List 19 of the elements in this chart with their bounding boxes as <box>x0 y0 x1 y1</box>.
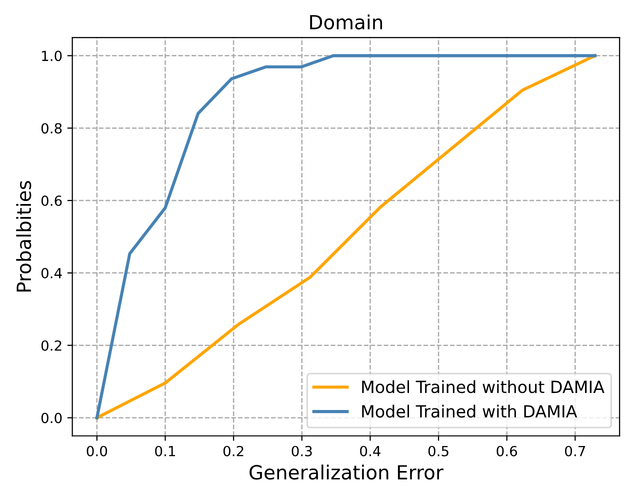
x-axis-title: Generalization Error <box>250 464 444 480</box>
x-tick-label: 0.4 <box>360 446 380 456</box>
x-tick-label: 0.5 <box>428 446 448 456</box>
x-tick-label: 0.0 <box>86 446 108 456</box>
x-tick-label: 0.6 <box>496 446 518 456</box>
y-tick-label: 0.2 <box>41 340 62 351</box>
y-tick-label: 0.6 <box>41 195 62 206</box>
legend-label: Model Trained with DAMIA <box>362 404 578 418</box>
y-tick-label: 0.0 <box>41 412 62 424</box>
y-tick-label: 1.0 <box>42 50 62 62</box>
y-tick-label: 0.8 <box>41 123 62 134</box>
y-axis-title: Probalbities <box>16 180 32 292</box>
x-tick-label: 0.1 <box>155 446 176 456</box>
y-tick-label: 0.4 <box>41 268 62 278</box>
x-tick-label: 0.7 <box>565 446 586 456</box>
chart-title: Domain <box>310 14 382 30</box>
legend-label: Model Trained without DAMIA <box>362 380 604 394</box>
x-tick-label: 0.3 <box>292 446 312 456</box>
x-tick-label: 0.2 <box>223 446 244 456</box>
